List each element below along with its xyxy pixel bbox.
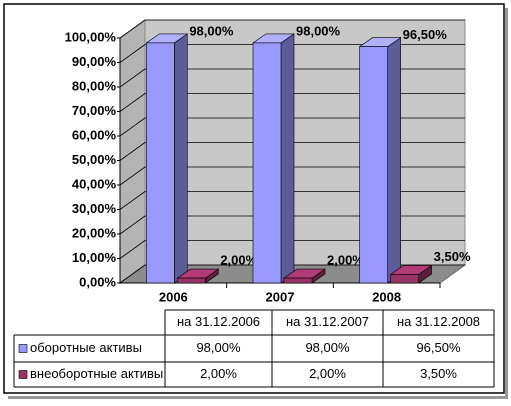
table-header: на 31.12.2008 — [397, 314, 480, 329]
grid-line — [119, 117, 146, 137]
bar — [283, 277, 313, 284]
grid-line — [119, 44, 146, 63]
grid-line — [119, 68, 146, 88]
data-label: 2,00% — [220, 253, 257, 268]
table-value: 98,00% — [196, 340, 241, 355]
bar-side — [174, 33, 188, 284]
legend-swatch — [18, 370, 28, 379]
legend-label: оборотные активы — [30, 340, 142, 355]
grid-line — [119, 264, 146, 284]
table-value: 96,50% — [416, 340, 461, 355]
bar-side — [280, 33, 295, 284]
y-tick-label: 30,00% — [72, 201, 117, 216]
bar — [146, 42, 175, 284]
y-tick-label: 70,00% — [72, 103, 117, 118]
table-value: 2,00% — [200, 366, 237, 381]
x-tick-label: 2007 — [266, 289, 295, 304]
legend-label: внеоборотные активы — [30, 366, 163, 381]
bar — [177, 277, 206, 284]
table-value: 98,00% — [305, 340, 350, 355]
y-tick-label: 60,00% — [72, 127, 117, 142]
y-tick-label: 50,00% — [72, 152, 117, 167]
frame-shadow — [505, 8, 508, 399]
y-tick-label: 20,00% — [72, 225, 117, 240]
y-tick-label: 100,00% — [65, 29, 117, 44]
y-tick-label: 80,00% — [72, 78, 117, 93]
y-tick-label: 90,00% — [72, 54, 117, 69]
y-tick-label: 40,00% — [72, 176, 117, 191]
x-tick-label: 2006 — [159, 289, 188, 304]
table-header: на 31.12.2006 — [177, 314, 260, 329]
grid-line — [119, 191, 146, 210]
bar — [252, 42, 282, 284]
grid-line — [119, 93, 146, 112]
bar — [359, 46, 388, 284]
table-value: 3,50% — [420, 366, 457, 381]
data-label: 3,50% — [434, 249, 471, 264]
grid-line — [119, 166, 146, 186]
data-label: 96,50% — [403, 27, 448, 42]
bar-side — [387, 37, 401, 284]
grid-line — [119, 240, 146, 259]
frame-shadow — [8, 396, 506, 399]
grid-line — [119, 19, 146, 39]
y-tick-label: 0,00% — [79, 274, 116, 289]
data-label: 98,00% — [296, 23, 341, 38]
x-tick-label: 2008 — [372, 289, 401, 304]
table-value: 2,00% — [309, 366, 346, 381]
data-label: 98,00% — [189, 23, 234, 38]
bar — [390, 274, 419, 284]
table-header: на 31.12.2007 — [286, 314, 369, 329]
y-tick-label: 10,00% — [72, 250, 117, 265]
grid-line — [119, 142, 146, 161]
legend-swatch — [18, 344, 28, 353]
data-label: 2,00% — [327, 253, 364, 268]
grid-line — [119, 215, 146, 235]
